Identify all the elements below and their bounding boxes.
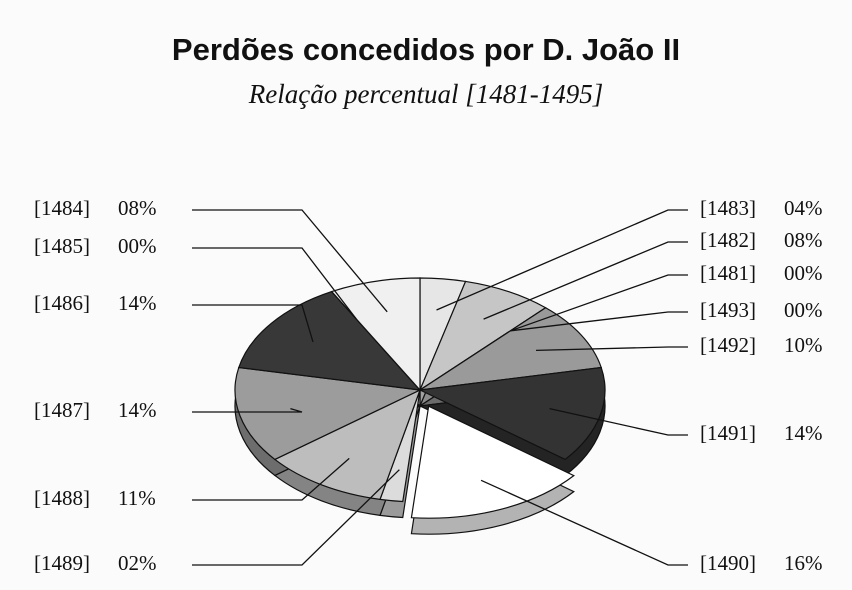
slice-label: [1490] (700, 551, 756, 575)
leader-line (436, 209, 688, 311)
slice-label: [1482] (700, 228, 756, 252)
value-label: 14% (118, 291, 157, 315)
leader-line (192, 457, 350, 501)
leader-line (192, 304, 314, 343)
leader-line (192, 408, 303, 413)
value-label: 14% (118, 398, 157, 422)
leader-line (192, 469, 400, 566)
pie-slice (237, 290, 422, 391)
pie-slice (417, 366, 606, 461)
slice-label: [1486] (34, 291, 90, 315)
value-label: 02% (118, 551, 157, 575)
leader-line (549, 408, 688, 436)
value-label: 16% (784, 551, 823, 575)
value-label: 00% (118, 234, 157, 258)
pie-slice (234, 366, 423, 461)
pie-slice (410, 405, 575, 519)
leader-line (192, 209, 388, 313)
labels: [1483] 04% [1482] 08% [1481] 00% [1493] 00% [149… (34, 196, 823, 575)
slice-label: [1487] (34, 398, 90, 422)
pie-slice (418, 280, 547, 392)
value-label: 00% (784, 261, 823, 285)
leader-line (510, 274, 688, 332)
pie (234, 277, 606, 535)
leader-line (536, 346, 688, 352)
slice-label: [1493] (700, 298, 756, 322)
slice-label: [1485] (34, 234, 90, 258)
value-label: 10% (784, 333, 823, 357)
value-label: 08% (118, 196, 157, 220)
value-label: 14% (784, 421, 823, 445)
leader-line (192, 247, 357, 320)
pie-slice (330, 277, 421, 392)
value-label: 00% (784, 298, 823, 322)
slice-label: [1489] (34, 551, 90, 575)
leader-line (510, 311, 688, 332)
slice-label: [1481] (700, 261, 756, 285)
slice-label: [1484] (34, 196, 90, 220)
chart-title: Perdões concedidos por D. João II (172, 32, 680, 67)
slice-label: [1492] (700, 333, 756, 357)
value-label: 04% (784, 196, 823, 220)
slice-label: [1491] (700, 421, 756, 445)
slice-label: [1483] (700, 196, 756, 220)
leader-line (483, 241, 688, 320)
pie-slice (273, 388, 422, 501)
value-label: 11% (118, 486, 156, 510)
value-label: 08% (784, 228, 823, 252)
chart-subtitle: Relação percentual [1481-1495] (248, 79, 603, 109)
leader-line (480, 479, 688, 566)
slice-label: [1488] (34, 486, 90, 510)
pie-slice (419, 307, 603, 391)
